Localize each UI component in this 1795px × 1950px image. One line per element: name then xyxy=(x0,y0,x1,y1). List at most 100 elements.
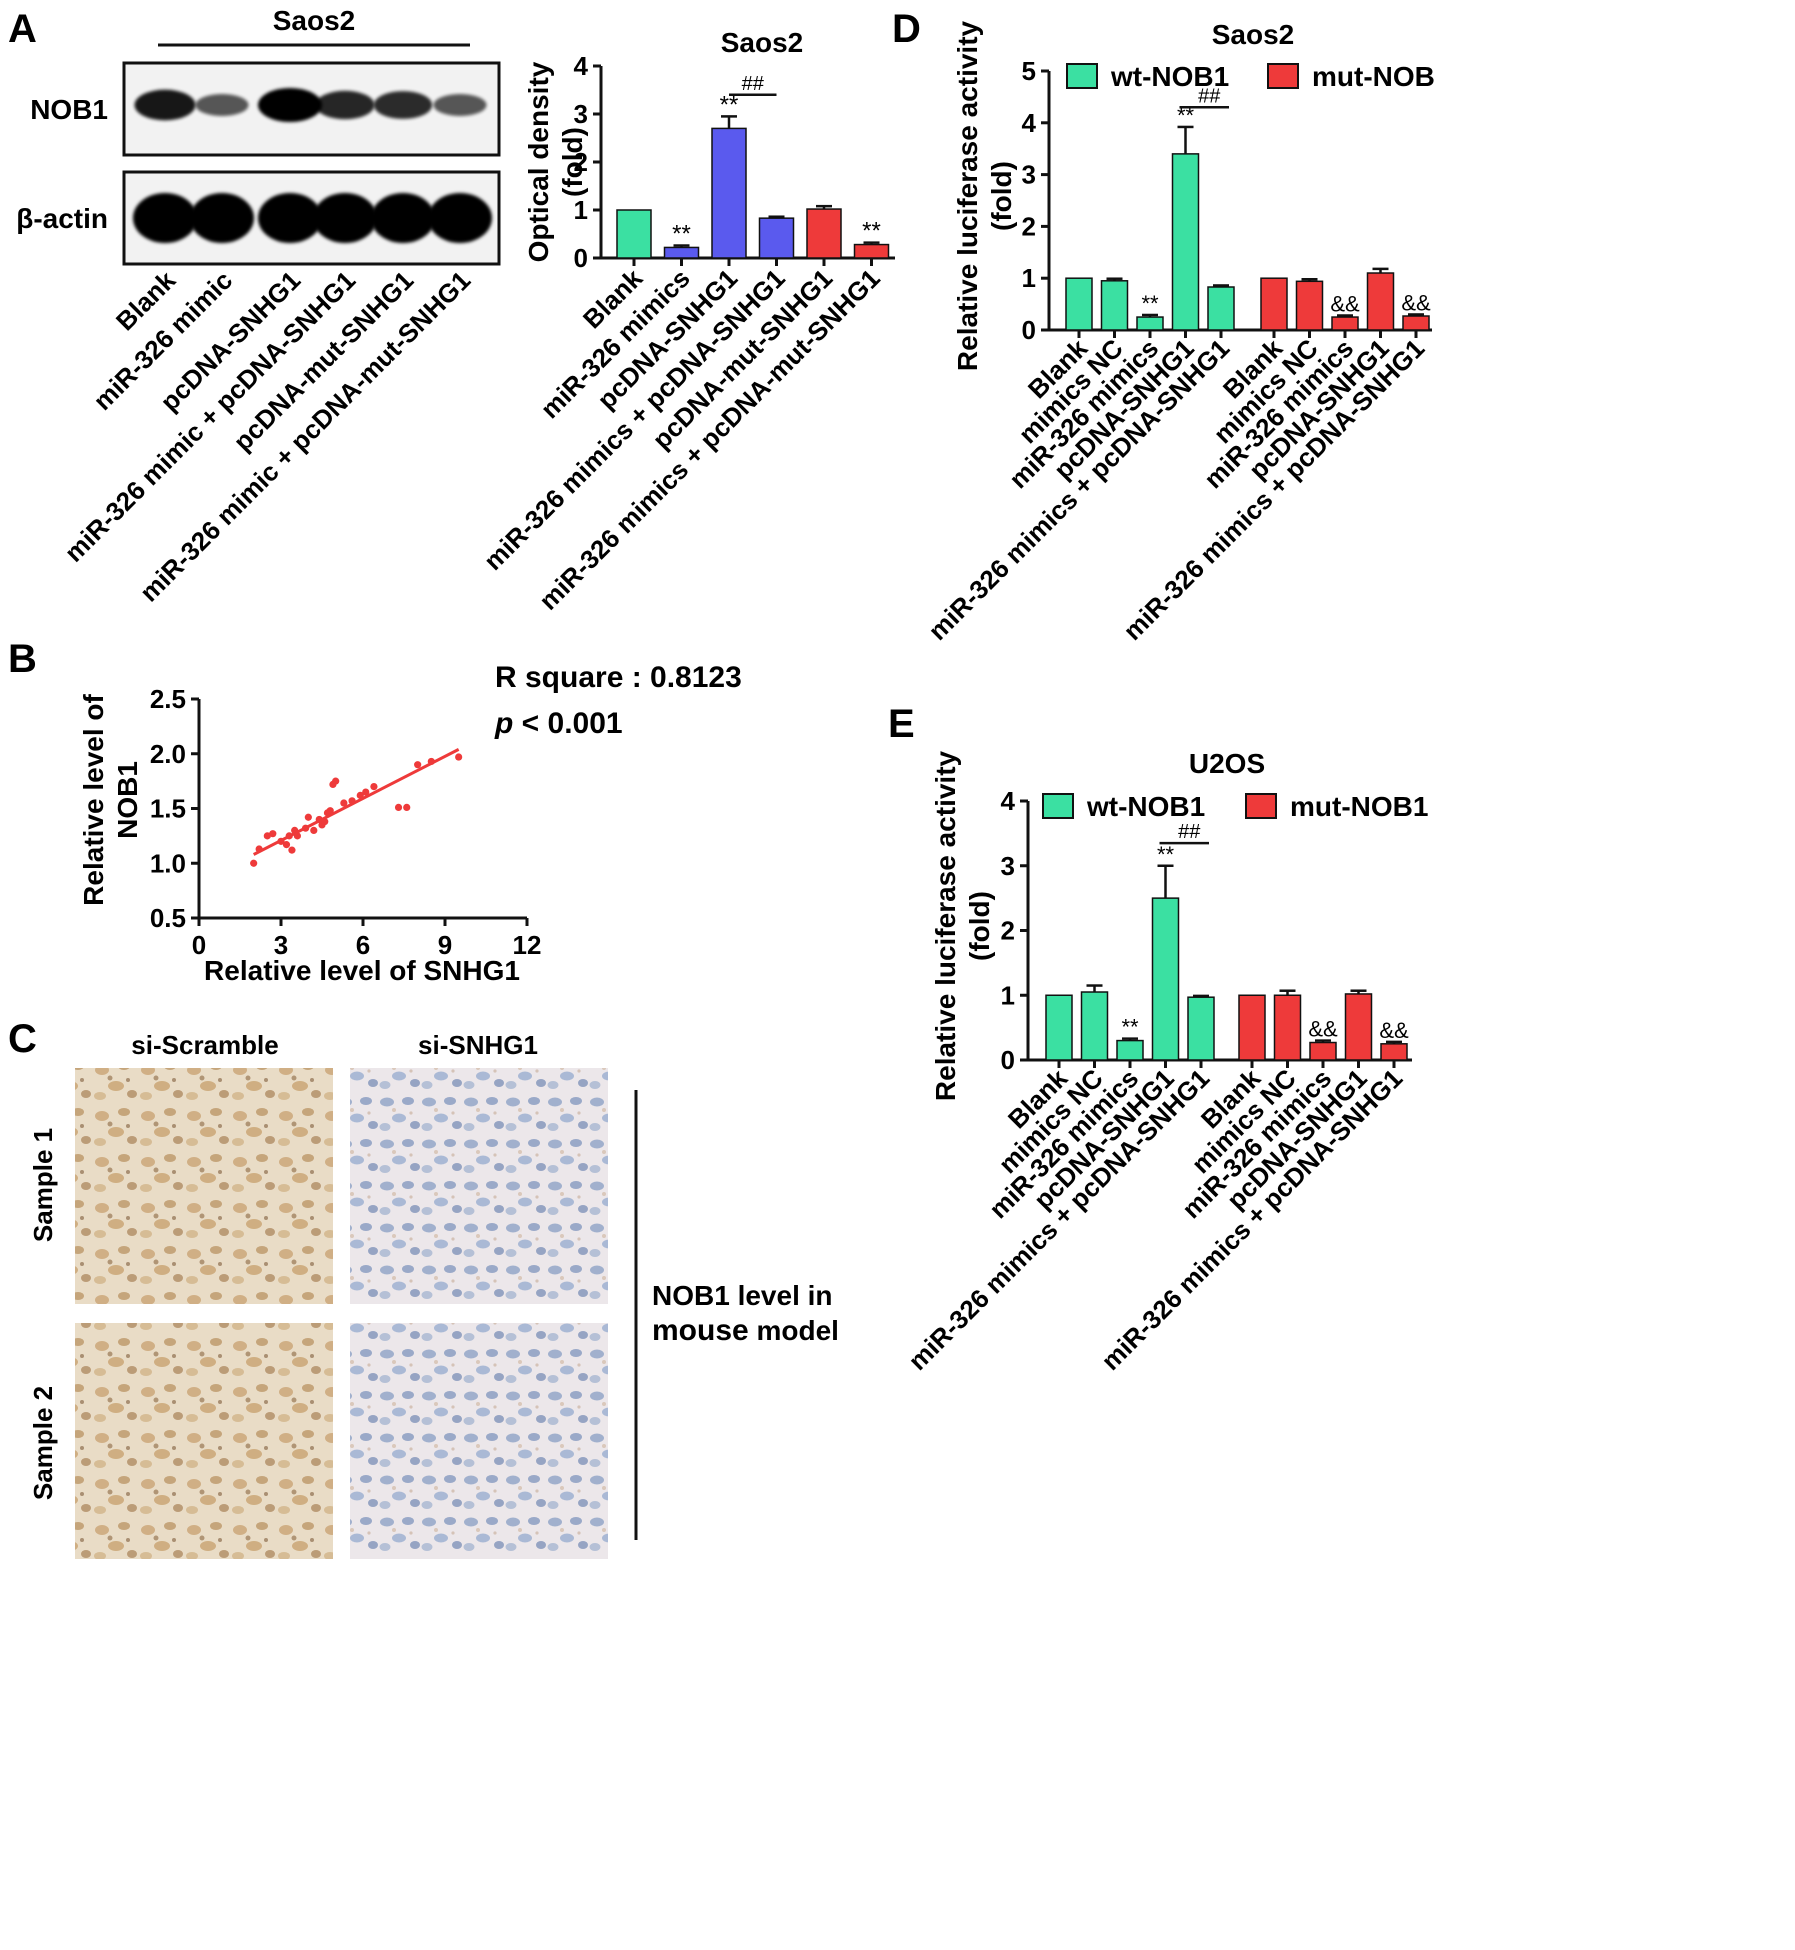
ihc-side-note-mouse: mouse xyxy=(652,1314,749,1347)
chart-b-x-tick-label: 12 xyxy=(513,930,542,960)
chart-e-bracket-label: ## xyxy=(1178,821,1201,843)
chart-e-y-tick-label: 3 xyxy=(1001,851,1015,881)
ihc-image-si-snhg1-sample1 xyxy=(350,1068,608,1304)
chart-d-y-tick-label: 1 xyxy=(1022,263,1036,293)
panel-letter-a: A xyxy=(8,7,37,51)
chart-b-point xyxy=(250,859,258,867)
chart-e-bar xyxy=(1151,897,1180,1061)
chart-d-legend-label: wt-NOB1 xyxy=(1110,61,1229,92)
chart-b-y-tick-label: 0.5 xyxy=(150,903,186,933)
chart-a-bar xyxy=(806,208,842,259)
chart-d-significance: ** xyxy=(1141,291,1159,316)
chart-a-bar xyxy=(616,209,652,259)
chart-e-bar xyxy=(1344,993,1373,1061)
p-value-text: p < 0.001 xyxy=(494,707,623,740)
chart-d-y-tick-label: 2 xyxy=(1022,211,1036,241)
chart-b-y-label: Relative level of xyxy=(78,693,109,905)
chart-b-point xyxy=(288,846,296,854)
ihc-image-scramble-sample2 xyxy=(75,1323,333,1559)
chart-b-x-tick-label: 0 xyxy=(192,930,206,960)
chart-e-significance: ** xyxy=(1121,1015,1139,1040)
chart-e-y-tick-label: 1 xyxy=(1001,980,1015,1010)
blot-band xyxy=(133,193,197,243)
chart-e-bar xyxy=(1238,994,1266,1061)
chart-d-bar xyxy=(1100,280,1129,331)
chart-e-y-label: Relative luciferase activity xyxy=(930,750,961,1101)
chart-b-y-tick-label: 2.5 xyxy=(150,684,186,714)
chart-b-point xyxy=(394,803,403,812)
chart-b-point xyxy=(326,807,334,815)
blot-band xyxy=(373,91,433,119)
chart-a-bar xyxy=(711,127,747,259)
chart-e-legend-swatch xyxy=(1042,793,1074,819)
chart-d-bar xyxy=(1295,280,1324,331)
chart-d-y-tick-label: 5 xyxy=(1022,56,1036,86)
ihc-side-note-line1: NOB1 level in xyxy=(652,1280,833,1311)
chart-b-x-tick-label: 6 xyxy=(356,930,370,960)
chart-d-y-tick-label: 4 xyxy=(1022,108,1037,138)
blot-band xyxy=(195,94,249,116)
chart-b-point xyxy=(356,791,364,799)
chart-a-y-tick-label: 2 xyxy=(574,147,588,177)
chart-b-point xyxy=(263,832,271,840)
chart-b-y-tick-label: 1.5 xyxy=(150,794,186,824)
chart-a-y-label: (fold) xyxy=(557,127,588,197)
blot-cell-line-label: Saos2 xyxy=(273,5,356,36)
chart-e-legend-swatch xyxy=(1245,793,1277,819)
chart-e-legend-label: mut-NOB1 xyxy=(1290,791,1428,822)
chart-e-y-tick-label: 2 xyxy=(1001,916,1015,946)
ihc-row-label-sample1: Sample 1 xyxy=(28,1128,58,1242)
chart-e-bar xyxy=(1309,1041,1337,1061)
chart-d-significance: && xyxy=(1401,290,1431,315)
r-square-text: R square : 0.8123 xyxy=(495,661,742,694)
chart-a-bar xyxy=(853,243,890,259)
chart-d-significance: && xyxy=(1330,291,1360,316)
chart-d-bar xyxy=(1366,272,1395,331)
chart-d-legend-swatch xyxy=(1066,63,1098,89)
chart-e-legend-label: wt-NOB1 xyxy=(1086,791,1205,822)
chart-b-point xyxy=(340,799,348,807)
chart-e-significance: ** xyxy=(1157,842,1175,867)
chart-a-title: Saos2 xyxy=(721,27,804,58)
chart-b-point xyxy=(362,788,370,796)
ihc-panel: si-Scramble si-SNHG1 Sample 1 Sample 2 N… xyxy=(28,1030,839,1559)
ihc-image-si-snhg1-sample2 xyxy=(350,1323,608,1559)
chart-e-bar xyxy=(1187,996,1215,1061)
chart-d-luciferase-saos2: 0 1 2 3 4 5 Saos2 Relative luciferase activity(… xyxy=(922,19,1435,646)
chart-b-point xyxy=(455,753,463,761)
chart-e-luciferase-u2os: 0 1 2 3 4 U2OS Relative luciferase activity (fo… xyxy=(902,748,1428,1376)
chart-d-title: Saos2 xyxy=(1212,19,1295,50)
chart-e-y-tick-label: 0 xyxy=(1001,1045,1015,1075)
ihc-side-note-model: model xyxy=(749,1315,839,1346)
chart-b-point xyxy=(403,803,411,812)
panel-letter-e: E xyxy=(888,702,915,746)
chart-e-bar xyxy=(1116,1039,1144,1061)
blot-band xyxy=(433,94,487,116)
chart-b-x-label: Relative level of SNHG1 xyxy=(204,955,520,986)
chart-b-point xyxy=(269,830,277,838)
chart-d-y-tick-label: 0 xyxy=(1022,315,1036,345)
chart-d-bar xyxy=(1260,277,1288,331)
chart-a-y-tick-label: 0 xyxy=(574,243,588,273)
ihc-row-label-sample2: Sample 2 xyxy=(28,1386,58,1500)
chart-d-bar xyxy=(1207,286,1235,331)
blot-band xyxy=(371,193,435,243)
chart-e-significance: && xyxy=(1308,1017,1338,1042)
ihc-side-note-line2: mouse model xyxy=(652,1314,839,1347)
chart-e-bar xyxy=(1045,994,1073,1061)
chart-e-significance: && xyxy=(1379,1018,1409,1043)
chart-d-y-label: Relative luciferase activity xyxy=(952,20,983,371)
chart-d-y-label: (fold) xyxy=(986,161,1017,231)
chart-a-bar xyxy=(663,246,700,259)
p-value-symbol: p xyxy=(494,707,513,740)
chart-d-bar xyxy=(1065,277,1093,331)
chart-b-point xyxy=(310,826,318,835)
panel-letter-c: C xyxy=(8,1017,37,1061)
chart-a-y-label: Optical density xyxy=(523,61,554,262)
blot-band xyxy=(134,89,196,121)
blot-band xyxy=(428,193,492,243)
